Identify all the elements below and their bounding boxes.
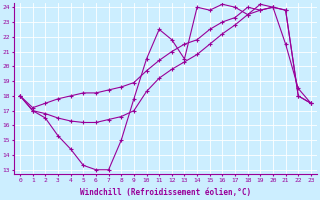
X-axis label: Windchill (Refroidissement éolien,°C): Windchill (Refroidissement éolien,°C) — [80, 188, 251, 197]
